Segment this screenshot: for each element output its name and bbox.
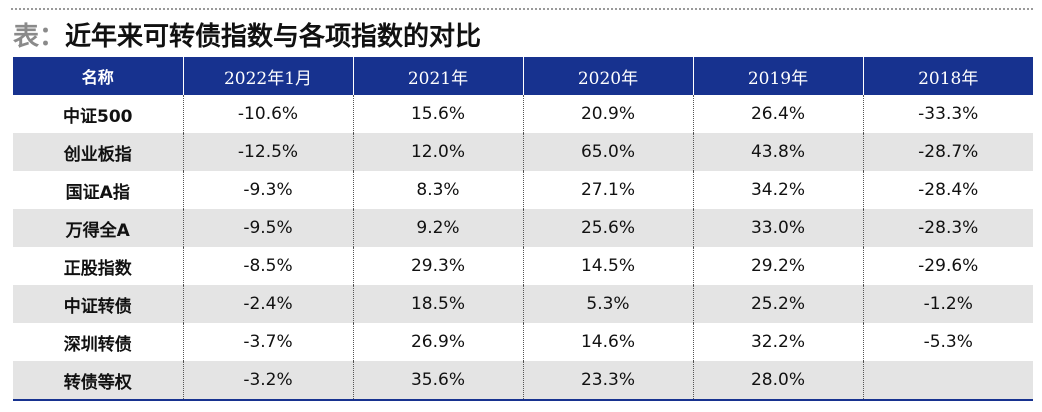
title-text: 近年来可转债指数与各项指数的对比	[65, 22, 482, 52]
value-cell: -1.2%	[862, 285, 1033, 323]
value-cell: 29.3%	[352, 247, 523, 285]
value-cell: 14.5%	[522, 247, 693, 285]
value-cell: -12.5%	[182, 133, 353, 171]
table-title: 表：近年来可转债指数与各项指数的对比	[13, 20, 481, 54]
value-cell: -8.5%	[182, 247, 353, 285]
value-cell: 25.2%	[692, 285, 863, 323]
row-name-cell: 创业板指	[13, 133, 183, 171]
value-cell: 23.3%	[522, 361, 693, 401]
value-cell: 26.4%	[692, 95, 863, 133]
value-cell: 20.9%	[522, 95, 693, 133]
value-cell: 32.2%	[692, 323, 863, 361]
value-cell: -9.3%	[182, 171, 353, 209]
header-2019: 2019年	[692, 57, 863, 95]
value-cell: -5.3%	[862, 323, 1033, 361]
table-row: 创业板指 -12.5% 12.0% 65.0% 43.8% -28.7%	[13, 133, 1033, 171]
table-row: 万得全A -9.5% 9.2% 25.6% 33.0% -28.3%	[13, 209, 1033, 247]
value-cell: -3.2%	[182, 361, 353, 401]
value-cell: -9.5%	[182, 209, 353, 247]
value-cell: 27.1%	[522, 171, 693, 209]
value-cell: 29.2%	[692, 247, 863, 285]
value-cell: 14.6%	[522, 323, 693, 361]
header-2021: 2021年	[352, 57, 523, 95]
value-cell: 35.6%	[352, 361, 523, 401]
value-cell: 65.0%	[522, 133, 693, 171]
value-cell: 12.0%	[352, 133, 523, 171]
row-name-cell: 中证500	[63, 106, 133, 127]
table-row: 转债等权 -3.2% 35.6% 23.3% 28.0%	[13, 361, 1033, 401]
value-cell: 34.2%	[692, 171, 863, 209]
value-cell: -10.6%	[182, 95, 353, 133]
row-name-cell: 转债等权	[13, 361, 183, 401]
value-cell: 15.6%	[352, 95, 523, 133]
value-cell: 25.6%	[522, 209, 693, 247]
top-dotted-rule	[11, 8, 1033, 10]
value-cell: -28.3%	[862, 209, 1033, 247]
value-cell	[862, 361, 1033, 401]
row-name-cell: 万得全A	[13, 209, 183, 247]
row-name-cell: 国证A指	[65, 182, 130, 203]
header-2022-jan: 2022年1月	[182, 57, 353, 95]
row-name-cell: 正股指数	[63, 258, 132, 279]
value-cell: 5.3%	[522, 285, 693, 323]
table-row: 中证转债 -2.4% 18.5% 5.3% 25.2% -1.2%	[13, 285, 1033, 323]
table-row: 国证A指 -9.3% 8.3% 27.1% 34.2% -28.4%	[13, 171, 1033, 209]
header-row: 名称 2022年1月 2021年 2020年 2019年 2018年	[13, 57, 1033, 95]
comparison-table: 名称 2022年1月 2021年 2020年 2019年 2018年 中证500…	[13, 57, 1033, 401]
value-cell: 9.2%	[352, 209, 523, 247]
value-cell: -33.3%	[862, 95, 1033, 133]
row-name-cell: 深圳转债	[63, 334, 132, 355]
value-cell: 33.0%	[692, 209, 863, 247]
header-2018: 2018年	[862, 57, 1033, 95]
value-cell: -2.4%	[182, 285, 353, 323]
value-cell: 18.5%	[352, 285, 523, 323]
table-row: 深圳转债 -3.7% 26.9% 14.6% 32.2% -5.3%	[13, 323, 1033, 361]
value-cell: -3.7%	[182, 323, 353, 361]
table-row: 正股指数 -8.5% 29.3% 14.5% 29.2% -29.6%	[13, 247, 1033, 285]
value-cell: 26.9%	[352, 323, 523, 361]
value-cell: 43.8%	[692, 133, 863, 171]
value-cell: 8.3%	[352, 171, 523, 209]
header-2020: 2020年	[522, 57, 693, 95]
title-prefix: 表：	[13, 22, 66, 52]
value-cell: -28.7%	[862, 133, 1033, 171]
row-name-cell: 中证转债	[13, 285, 183, 323]
value-cell: -28.4%	[862, 171, 1033, 209]
value-cell: -29.6%	[862, 247, 1033, 285]
table-row: 中证500 -10.6% 15.6% 20.9% 26.4% -33.3%	[13, 95, 1033, 133]
value-cell: 28.0%	[692, 361, 863, 401]
header-name: 名称	[13, 57, 183, 95]
